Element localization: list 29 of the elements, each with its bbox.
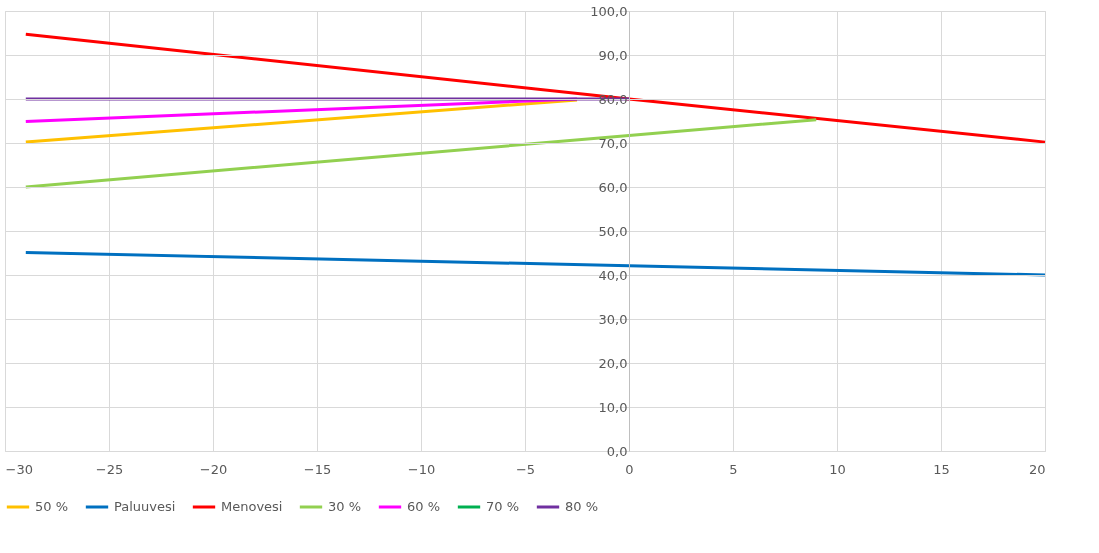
y-tick-label: 20,0 xyxy=(598,355,628,371)
x-tick-label: −15 xyxy=(303,461,332,477)
y-tick-label: 60,0 xyxy=(598,179,628,195)
x-tick-label: −30 xyxy=(5,461,33,477)
x-tick-label: −10 xyxy=(407,461,436,477)
x-tick-label: 20 xyxy=(1028,461,1046,477)
x-tick-label: −5 xyxy=(515,461,536,477)
y-tick-label: 10,0 xyxy=(598,399,628,415)
y-tick-label: 30,0 xyxy=(598,311,628,327)
y-tick-label: 100,0 xyxy=(590,3,628,19)
y-tick-label: 70,0 xyxy=(598,135,628,151)
legend-label: 50 % xyxy=(35,499,69,514)
legend-label: 60 % xyxy=(407,499,441,514)
x-tick-label: −25 xyxy=(95,461,124,477)
x-tick-label: 0 xyxy=(625,461,634,477)
y-tick-label: 90,0 xyxy=(598,47,628,63)
y-tick-label: 80,0 xyxy=(598,91,628,107)
x-tick-label: 15 xyxy=(933,461,950,477)
y-tick-label: 50,0 xyxy=(598,223,628,239)
y-tick-label: 40,0 xyxy=(598,267,628,283)
legend-label: Menovesi xyxy=(221,499,283,514)
x-tick-label: 5 xyxy=(729,461,738,477)
legend-label: 80 % xyxy=(565,499,599,514)
legend-label: Paluuvesi xyxy=(114,499,176,514)
legend-label: 30 % xyxy=(328,499,362,514)
legend-label: 70 % xyxy=(486,499,520,514)
y-tick-label: 0,0 xyxy=(606,443,628,459)
x-tick-label: −20 xyxy=(199,461,228,477)
x-tick-label: 10 xyxy=(829,461,846,477)
